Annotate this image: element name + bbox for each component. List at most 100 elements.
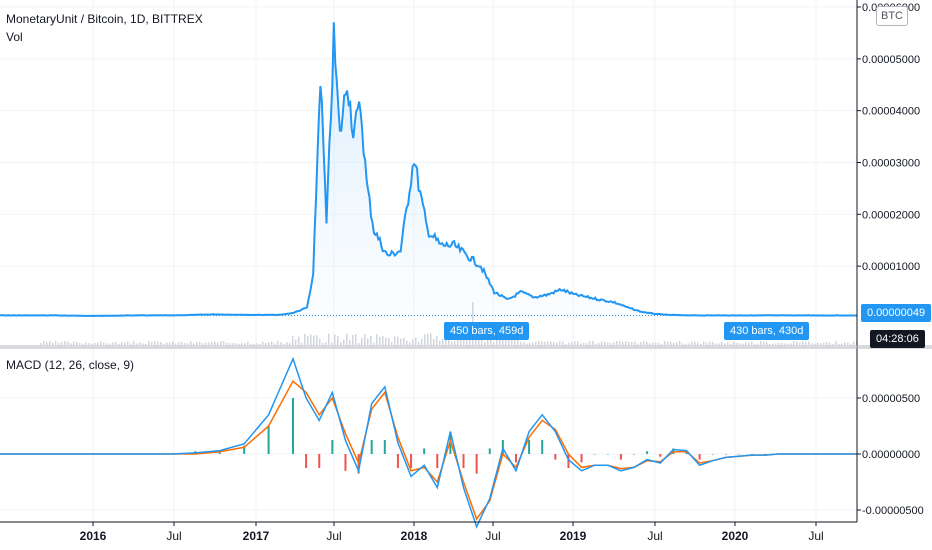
macd-histogram-bar: [619, 454, 622, 460]
volume-bar: [424, 334, 426, 345]
time-tick-label: Jul: [326, 529, 341, 543]
volume-bar: [412, 339, 414, 345]
volume-bar: [535, 341, 537, 345]
time-tick-label: 2016: [80, 529, 107, 543]
macd-histogram-bar: [396, 454, 399, 468]
time-tick-label: Jul: [808, 529, 823, 543]
volume-bar: [694, 341, 696, 345]
volume-bar: [292, 336, 294, 345]
macd-histogram-bar: [383, 440, 386, 454]
volume-bar: [85, 342, 87, 345]
volume-bar: [262, 341, 264, 345]
volume-bar: [772, 343, 774, 345]
volume-bar: [403, 338, 405, 345]
volume-bar: [808, 341, 810, 345]
volume-bar: [55, 341, 57, 345]
volume-bar: [160, 342, 162, 345]
volume-bar: [337, 336, 339, 345]
volume-bar: [193, 343, 195, 345]
macd-histogram-bar: [606, 454, 609, 455]
volume-bar: [49, 341, 51, 345]
volume-bar: [703, 341, 705, 345]
volume-bar: [70, 343, 72, 345]
grid-lines: [0, 0, 857, 522]
macd-histogram-bar: [436, 454, 439, 468]
currency-button[interactable]: BTC: [876, 6, 908, 26]
volume-bar: [181, 341, 183, 345]
volume-bar: [562, 341, 564, 345]
volume-bar: [388, 337, 390, 345]
volume-bar: [190, 341, 192, 345]
volume-bar: [268, 342, 270, 345]
macd-histogram-bar: [737, 454, 740, 455]
volume-bar: [415, 337, 417, 345]
volume-bar: [724, 343, 726, 345]
volume-bar: [94, 343, 96, 345]
volume-bar: [91, 343, 93, 345]
volume-bar: [286, 342, 288, 345]
price-tick-label: 0.00001000: [862, 261, 920, 273]
volume-bar: [733, 341, 735, 345]
volume-bar: [301, 342, 303, 345]
macd-histogram-bar: [711, 454, 714, 455]
volume-bar: [751, 341, 753, 345]
volume-bar: [511, 338, 513, 345]
macd-histogram-bar: [698, 454, 701, 460]
volume-bar: [766, 342, 768, 345]
volume-bar: [640, 341, 642, 345]
volume-bar: [238, 343, 240, 345]
volume-bar: [580, 343, 582, 345]
volume-bar: [748, 342, 750, 345]
volume-bar: [376, 334, 378, 345]
volume-bar: [514, 339, 516, 345]
volume-bar: [52, 342, 54, 345]
volume-bar: [820, 343, 822, 345]
volume-bar: [568, 342, 570, 345]
volume-bar: [547, 341, 549, 345]
right-range-badge: 430 bars, 430d: [724, 322, 810, 340]
volume-bar: [760, 341, 762, 345]
time-tick-label: 2019: [560, 529, 587, 543]
volume-bar: [397, 336, 399, 345]
volume-bar: [616, 341, 618, 345]
volume-bar: [493, 342, 495, 345]
volume-bar: [577, 341, 579, 345]
volume-bar: [712, 341, 714, 345]
volume-bar: [103, 342, 105, 345]
volume-bar: [121, 341, 123, 345]
volume-bar: [436, 336, 438, 345]
volume-bar: [781, 342, 783, 345]
volume-bar: [715, 343, 717, 345]
volume-bar: [112, 342, 114, 345]
volume-bar: [298, 336, 300, 345]
volume-bar: [601, 341, 603, 345]
volume-bar: [256, 343, 258, 345]
volume-bar: [283, 343, 285, 345]
volume-bar: [544, 341, 546, 345]
volume-bar: [739, 343, 741, 345]
macd-histogram-bar: [646, 451, 649, 454]
volume-bar: [313, 335, 315, 345]
volume-bar: [595, 343, 597, 345]
volume-bar: [259, 343, 261, 345]
volume-bar: [775, 343, 777, 345]
volume-bar: [361, 337, 363, 345]
volume-bar: [832, 343, 834, 345]
volume-bar: [787, 343, 789, 345]
volume-bar: [325, 342, 327, 345]
volume-bar: [139, 342, 141, 345]
volume-bar: [823, 342, 825, 345]
volume-bar: [550, 341, 552, 345]
price-tick-label: 0.00005000: [862, 54, 920, 66]
volume-bar: [394, 336, 396, 345]
volume-bar: [610, 342, 612, 345]
volume-bar: [598, 343, 600, 345]
volume-bar: [556, 342, 558, 345]
volume-bar: [154, 341, 156, 345]
volume-bar: [841, 343, 843, 345]
macd-histogram-bar: [528, 440, 531, 454]
macd-tick-label: -0.00000500: [862, 505, 924, 517]
volume-bar: [232, 343, 234, 345]
volume-bar: [196, 341, 198, 345]
